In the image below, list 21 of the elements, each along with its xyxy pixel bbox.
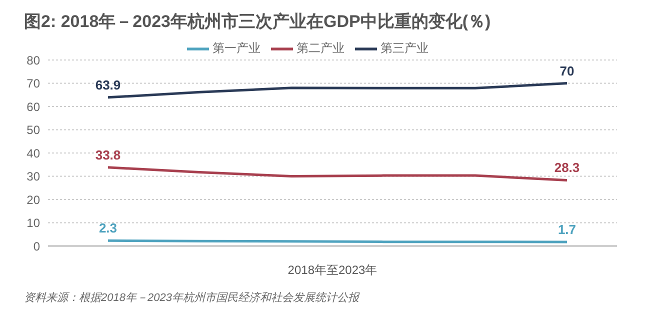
y-tick-label: 80: [26, 53, 40, 68]
y-tick-label: 0: [33, 239, 40, 254]
chart-title: 图2: 2018年－2023年杭州市三次产业在GDP中比重的变化(％): [23, 11, 492, 33]
data-label: 33.8: [95, 147, 121, 162]
data-label: 63.9: [95, 77, 121, 92]
data-label: 70: [560, 63, 574, 78]
y-tick-label: 50: [26, 123, 40, 138]
data-label: 1.7: [558, 222, 576, 238]
y-tick-label: 70: [26, 76, 40, 91]
text: 资料来源：根据2018年－2023年杭州市国民经济和社会发展统计公报: [23, 290, 361, 305]
data-label: 28.3: [554, 160, 580, 176]
y-tick-label: 10: [26, 216, 40, 230]
legend-label: 第三产业: [380, 41, 428, 56]
legend-label: 第一产业: [212, 41, 260, 56]
x-axis-title: 2018年至2023年: [288, 263, 378, 277]
y-tick-label: 40: [26, 146, 40, 160]
legend-label: 第二产业: [296, 41, 344, 56]
y-tick-label: 60: [26, 100, 40, 114]
y-tick-label: 30: [26, 170, 40, 184]
data-label: 2.3: [98, 220, 118, 236]
y-tick-label: 20: [26, 192, 40, 207]
